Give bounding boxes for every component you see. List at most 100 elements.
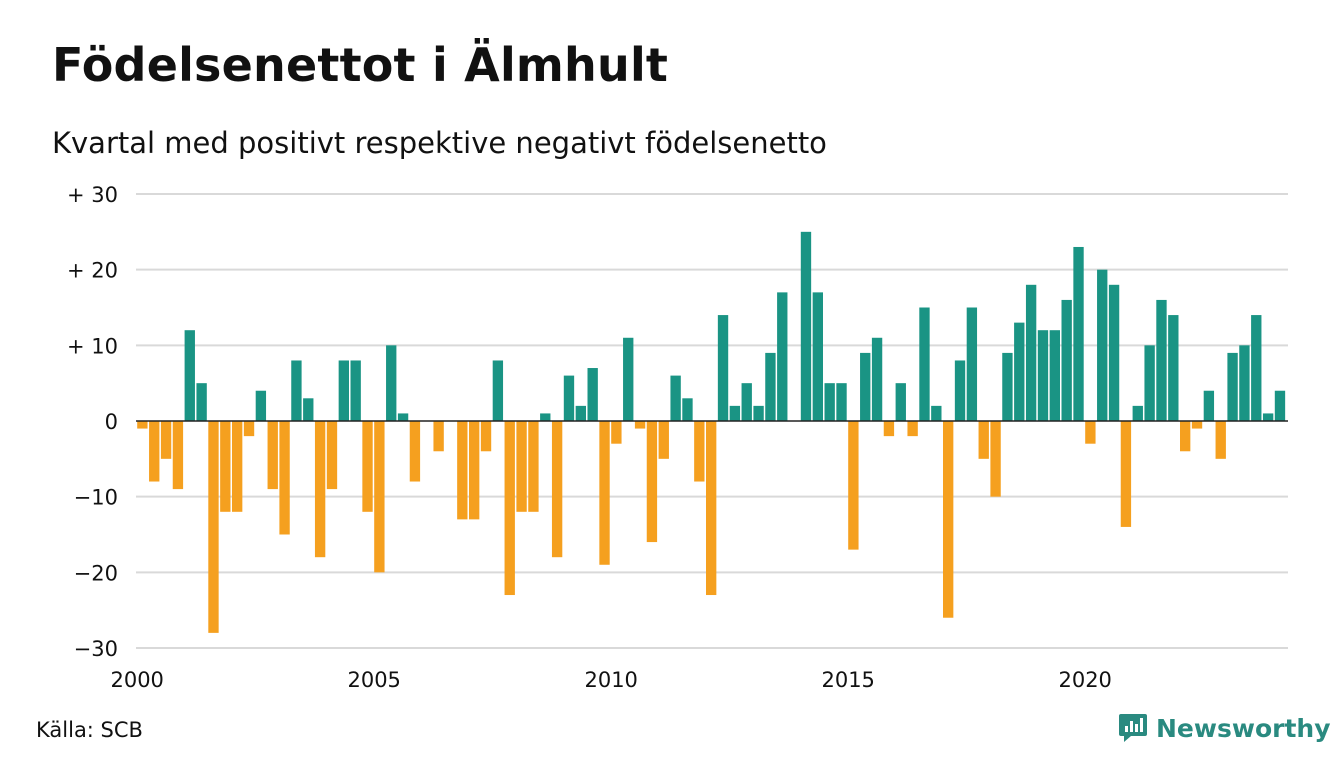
x-tick-label: 2000 — [110, 668, 163, 692]
x-tick-label: 2010 — [584, 668, 637, 692]
bar-2005-q4 — [409, 421, 421, 482]
bar-2009-q2 — [575, 405, 586, 421]
bar-2004-q4 — [362, 421, 373, 512]
bar-2010-q1 — [611, 421, 622, 444]
bar-2002-q3 — [255, 390, 267, 421]
page-subtitle: Kvartal med positivt respektive negativt… — [52, 126, 827, 160]
bar-2002-q4 — [267, 421, 278, 490]
bar-2000-q2 — [149, 421, 160, 482]
bar-2019-q4 — [1073, 246, 1084, 421]
bar-2014-q3 — [824, 383, 835, 421]
bar-2006-q2 — [433, 421, 444, 452]
y-tick-label: + 10 — [67, 334, 118, 358]
y-tick-label: 0 — [105, 410, 118, 434]
bar-2015-q4 — [883, 421, 895, 437]
bar-2018-q3 — [1014, 322, 1025, 421]
bar-2018-q2 — [1002, 352, 1013, 421]
bar-2020-q4 — [1120, 421, 1132, 527]
bar-2012-q2 — [717, 315, 729, 421]
bar-2005-q3 — [397, 413, 409, 421]
bar-2017-q3 — [966, 307, 978, 421]
bar-2001-q3 — [208, 421, 219, 633]
bar-2017-q2 — [954, 360, 966, 421]
bar-2021-q3 — [1156, 299, 1167, 421]
bar-2015-q2 — [860, 352, 871, 421]
bar-2000-q3 — [160, 421, 172, 459]
page-title: Födelsenettot i Älmhult — [52, 38, 669, 92]
bar-2018-q1 — [990, 421, 1001, 497]
bar-2019-q1 — [1037, 330, 1049, 421]
bar-2009-q4 — [599, 421, 610, 565]
brand-logo: Newsworthy — [1118, 712, 1331, 744]
bar-2016-q1 — [895, 383, 906, 421]
bar-2011-q1 — [658, 421, 669, 459]
bar-2001-q2 — [196, 383, 207, 421]
bar-chart: + 30+ 20+ 100−10−20−30 2000 2005 2010 2015 2… — [67, 183, 1288, 692]
bar-2007-q4 — [504, 421, 515, 596]
bar-2014-q2 — [812, 292, 823, 421]
y-tick-label: −10 — [74, 486, 118, 510]
y-axis-ticks: + 30 + 20 + 10 0 −10 −20 −30 — [67, 183, 118, 661]
bar-2014-q4 — [836, 383, 847, 421]
x-tick-label: 2005 — [347, 668, 400, 692]
bar-2010-q2 — [623, 337, 634, 421]
bar-2023-q2 — [1239, 345, 1250, 421]
bar-2023-q4 — [1262, 413, 1274, 421]
bar-2003-q3 — [303, 398, 314, 421]
bar-2021-q4 — [1168, 315, 1179, 421]
bar-2008-q4 — [551, 421, 563, 558]
x-tick-label: 2015 — [821, 668, 874, 692]
bar-2023-q1 — [1227, 352, 1238, 421]
bar-2021-q1 — [1132, 405, 1143, 421]
bar-2002-q2 — [243, 421, 255, 437]
bar-2000-q4 — [172, 421, 184, 490]
bar-2020-q3 — [1108, 284, 1120, 421]
bar-2013-q3 — [777, 292, 788, 421]
bar-2013-q1 — [753, 405, 764, 421]
bar-2024-q1 — [1274, 390, 1286, 421]
bar-2004-q2 — [338, 360, 349, 421]
bar-2007-q3 — [492, 360, 504, 421]
bar-2008-q1 — [516, 421, 527, 512]
bar-2022-q3 — [1203, 390, 1215, 421]
bar-2006-q4 — [457, 421, 468, 520]
bar-2008-q3 — [540, 413, 551, 421]
bar-2017-q1 — [943, 421, 954, 618]
bar-2004-q1 — [326, 421, 338, 490]
y-tick-label: + 20 — [67, 259, 118, 283]
bar-2000-q1 — [137, 421, 148, 429]
bar-2003-q4 — [314, 421, 326, 558]
newsworthy-logo-icon — [1119, 714, 1147, 742]
bar-2019-q2 — [1049, 330, 1060, 421]
bar-2022-q1 — [1180, 421, 1191, 452]
bar-2020-q1 — [1085, 421, 1096, 444]
brand-name: Newsworthy — [1156, 713, 1331, 743]
bar-2010-q3 — [634, 421, 646, 429]
bar-2021-q2 — [1144, 345, 1155, 421]
bar-2017-q4 — [978, 421, 989, 459]
bar-2004-q3 — [350, 360, 361, 421]
bar-2001-q1 — [184, 330, 195, 421]
bar-2009-q1 — [563, 375, 575, 421]
gridlines — [136, 193, 1288, 649]
bar-2011-q2 — [670, 375, 681, 421]
bar-2007-q1 — [469, 421, 480, 520]
source-note: Källa: SCB — [36, 718, 143, 742]
bar-2016-q3 — [919, 307, 930, 421]
bar-2012-q3 — [729, 405, 741, 421]
y-tick-label: −20 — [74, 561, 118, 585]
bar-2019-q3 — [1061, 299, 1072, 421]
bar-2020-q2 — [1097, 269, 1108, 421]
bar-2015-q1 — [848, 421, 859, 550]
bar-2009-q3 — [587, 368, 598, 421]
bar-2022-q4 — [1215, 421, 1226, 459]
bar-2023-q3 — [1251, 315, 1262, 421]
bar-2002-q1 — [232, 421, 243, 512]
x-axis-ticks: 2000 2005 2010 2015 2020 — [110, 668, 1111, 692]
y-tick-label: −30 — [74, 637, 118, 661]
bar-2011-q3 — [682, 398, 693, 421]
bar-2022-q2 — [1191, 421, 1203, 429]
bar-2016-q2 — [907, 421, 918, 437]
bar-2013-q2 — [765, 352, 776, 421]
bar-2005-q1 — [374, 421, 385, 573]
